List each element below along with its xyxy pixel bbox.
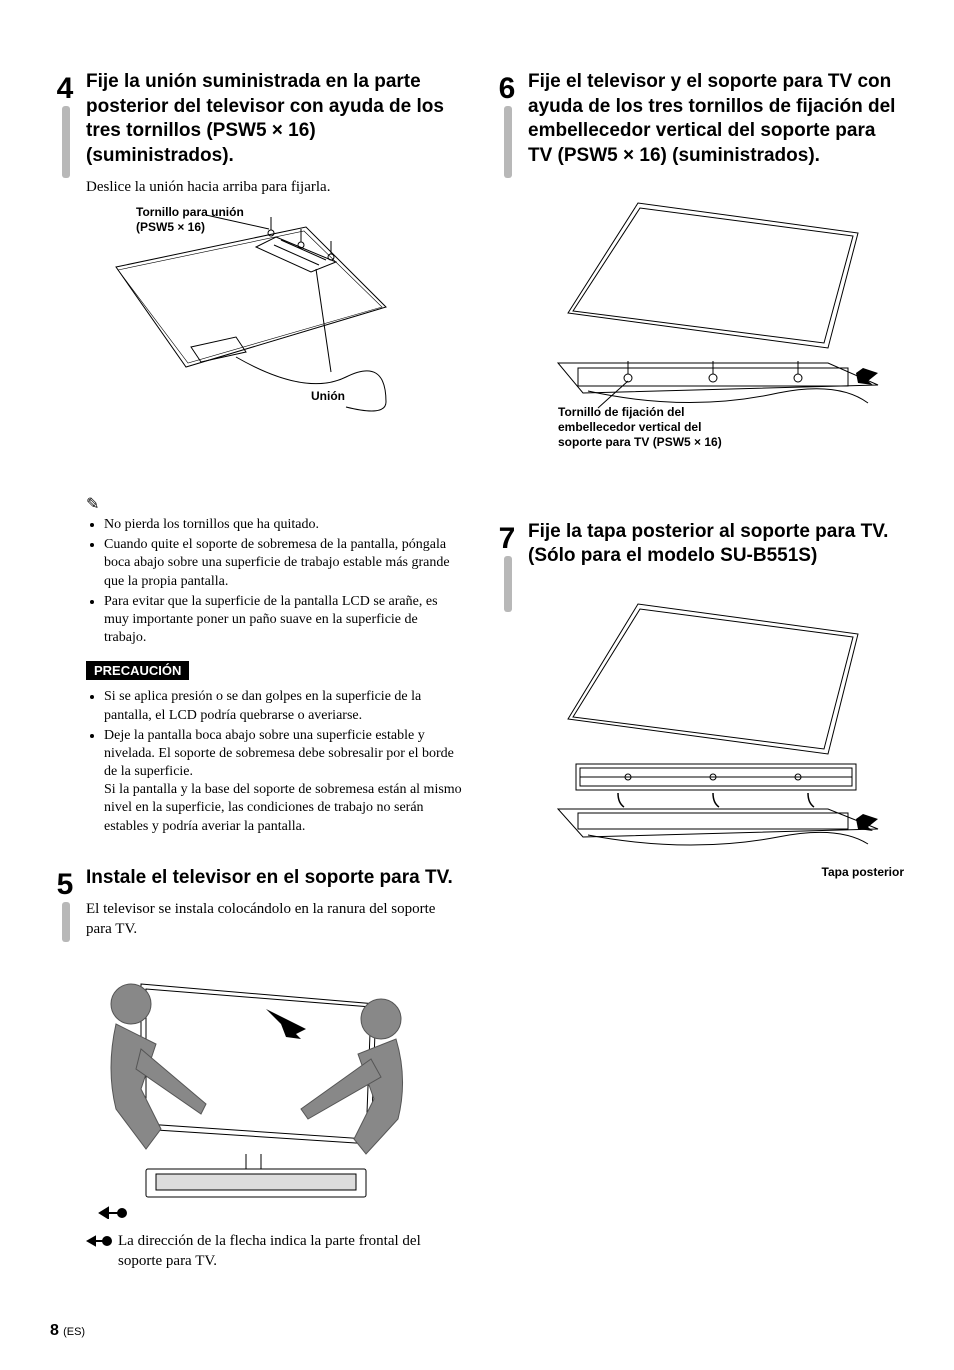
column-left: 4 Fije la unión suministrada en la parte… [50,70,462,1292]
figure-label-screw: Tornillo para unión (PSW5 × 16) [136,205,256,235]
step-heading: Instale el televisor en el soporte para … [86,866,462,891]
step-7: 7 Fije la tapa posterior al soporte para… [492,520,904,891]
step-4: 4 Fije la unión suministrada en la parte… [50,70,462,846]
arrow-front-icon [86,1234,112,1272]
page-number: 8 (ES) [50,1322,904,1340]
figure-label-joint: Unión [311,389,371,404]
list-item: No pierda los tornillos que ha quitado. [104,516,462,534]
note-icon: ✎ [86,494,462,514]
figure-step5 [86,949,462,1219]
caution-list: Si se aplica presión o se dan golpes en … [86,688,462,836]
figure-step4: Tornillo para unión (PSW5 × 16) Unión [86,207,462,482]
step-body: Fije la unión suministrada en la parte p… [86,70,462,846]
notes-list: No pierda los tornillos que ha quitado. … [86,516,462,647]
step-heading: Fije la tapa posterior al soporte para T… [528,520,904,569]
step-heading: Fije el televisor y el soporte para TV c… [528,70,904,169]
step-number: 6 [499,72,516,105]
step-description: El televisor se instala colocándolo en l… [86,899,462,940]
list-item: Para evitar que la superficie de la pant… [104,593,462,648]
caution-subtext: Si la pantalla y la base del soporte de … [104,782,462,833]
step-number: 5 [57,868,74,901]
column-right: 6 Fije el televisor y el soporte para TV… [492,70,904,1292]
step-body: Fije la tapa posterior al soporte para T… [528,520,904,891]
step-number: 4 [57,72,74,105]
arrow-note: La dirección de la flecha indica la part… [86,1231,462,1272]
figure-step7: Tapa posterior [528,589,904,879]
figure-label: Tornillo de fijación del embellecedor ve… [558,405,728,450]
step-6: 6 Fije el televisor y el soporte para TV… [492,70,904,500]
page-number-lang: (ES) [63,1326,85,1338]
step-number-box: 4 [50,70,80,846]
caution-text: Deje la pantalla boca abajo sobre una su… [104,728,454,779]
figure-label: Tapa posterior [528,865,904,879]
step-heading: Fije la unión suministrada en la parte p… [86,70,462,169]
list-item: Deje la pantalla boca abajo sobre una su… [104,727,462,836]
page-number-value: 8 [50,1322,59,1339]
step-body: Fije el televisor y el soporte para TV c… [528,70,904,500]
step-number: 7 [499,522,516,555]
list-item: Si se aplica presión o se dan golpes en … [104,688,462,724]
step-description: Deslice la unión hacia arriba para fijar… [86,177,462,197]
columns: 4 Fije la unión suministrada en la parte… [50,70,904,1292]
arrow-note-text: La dirección de la flecha indica la part… [118,1231,462,1272]
step-number-box: 7 [492,520,522,891]
list-item: Cuando quite el soporte de sobremesa de … [104,536,462,591]
step-body: Instale el televisor en el soporte para … [86,866,462,1272]
caution-badge: PRECAUCIÓN [86,661,189,680]
step-number-box: 5 [50,866,80,1272]
step-5: 5 Instale el televisor en el soporte par… [50,866,462,1272]
step-number-box: 6 [492,70,522,500]
figure-step6: Tornillo de fijación del embellecedor ve… [528,193,904,488]
